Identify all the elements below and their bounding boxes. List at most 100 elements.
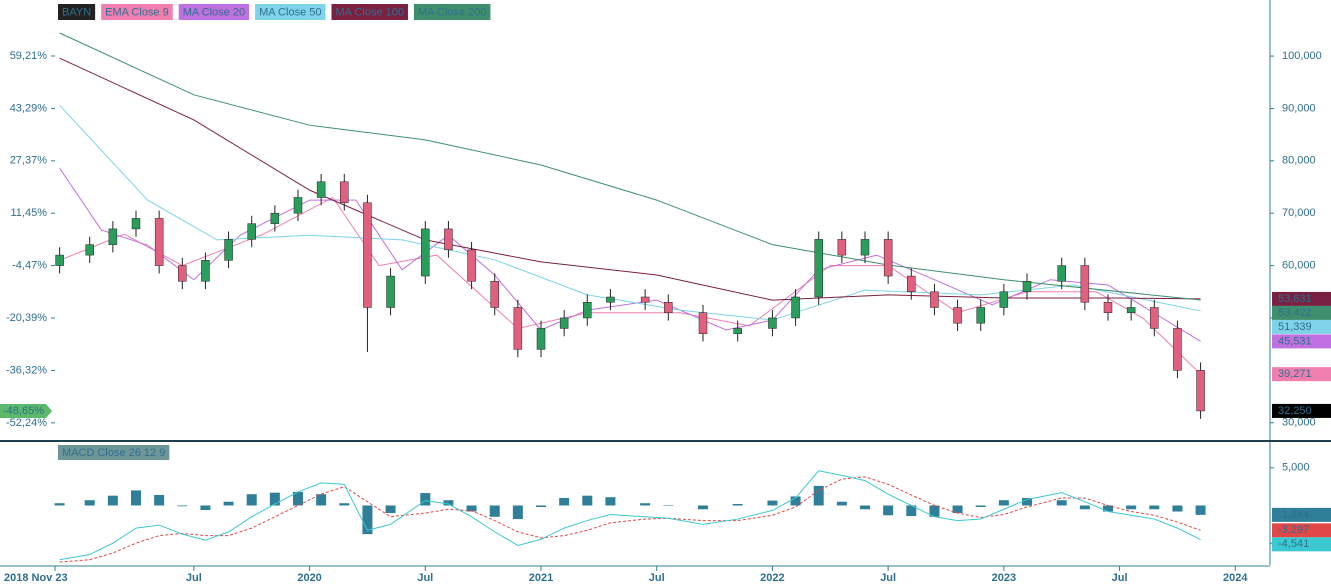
histogram-bar (998, 500, 1009, 506)
histogram-bar (269, 492, 280, 506)
value-badge (1272, 523, 1331, 538)
macd-line (59, 470, 1201, 561)
histogram-bar (512, 505, 523, 520)
indicator-label-box (58, 445, 170, 460)
histogram-bar (860, 505, 870, 510)
candle-body (1103, 301, 1113, 313)
indicator-label: MACD Close 26 12 9 (62, 447, 165, 459)
histogram-bar (177, 505, 188, 507)
x-tick-label: Jul (417, 572, 433, 584)
y2-tick-label: 43,29% (10, 102, 48, 114)
candle-body (606, 296, 615, 303)
candle-body (837, 239, 847, 256)
candle-body (467, 249, 476, 282)
histogram-bar (767, 500, 778, 506)
value-badge-label: -1,244 (1278, 509, 1309, 521)
value-badge-label: -3,297 (1278, 524, 1309, 536)
change-badge (0, 404, 52, 419)
y2-tick-label: 59,21% (10, 50, 48, 62)
candle-body (108, 228, 118, 245)
candle-body (421, 228, 430, 277)
legend-item (331, 4, 408, 20)
value-badge (1272, 319, 1331, 334)
candle-body (1150, 307, 1159, 329)
y2-tick-label: -20,39% (6, 312, 47, 324)
candle-body (664, 301, 673, 313)
histogram-bar (605, 497, 616, 506)
histogram-bar (107, 495, 118, 506)
legend-label: MA Close 50 (259, 6, 321, 18)
candle-body (316, 181, 326, 198)
x-tick-label: 2024 (1223, 572, 1248, 584)
value-badge (1272, 537, 1331, 552)
candle-body (490, 281, 499, 308)
histogram-bar (883, 505, 894, 516)
value-badge (1272, 291, 1331, 306)
legend-label: MA Close 100 (335, 6, 403, 18)
histogram-bar (316, 494, 327, 506)
legend-label: MA Close 200 (418, 6, 486, 18)
x-tick-label: Jul (186, 572, 202, 584)
y-tick-label: 60,000 (1282, 259, 1316, 271)
value-badge-label: 53,422 (1278, 307, 1312, 319)
candle-body (640, 296, 650, 303)
y-tick-label: 5,000 (1282, 462, 1310, 474)
histogram-bar (1126, 505, 1137, 510)
candle-body (791, 296, 800, 319)
legend-item (255, 4, 326, 20)
legend-label: BAYN (62, 6, 91, 18)
legend-item (58, 4, 96, 20)
candle-body (698, 312, 708, 334)
legend-item (178, 4, 250, 20)
moving-average-line (59, 32, 1201, 301)
histogram-bar (154, 494, 165, 506)
candle-body (768, 317, 777, 329)
histogram-bar (385, 505, 396, 514)
candle-body (883, 239, 893, 277)
y-tick-label: 100,000 (1282, 50, 1322, 62)
y2-tick-label: 11,45% (11, 207, 48, 219)
histogram-bar (466, 505, 477, 512)
candle-body (293, 197, 303, 214)
histogram-bar (420, 493, 431, 506)
candle-body (860, 239, 870, 256)
histogram-bar (1022, 497, 1032, 506)
histogram-bar (582, 495, 593, 506)
value-badge (1272, 334, 1331, 349)
candle-body (1080, 265, 1090, 303)
y-tick-label: 30,000 (1282, 417, 1316, 429)
histogram-bar (246, 494, 257, 506)
candle-body (270, 212, 280, 224)
histogram-bar (84, 500, 95, 506)
histogram-bar (790, 496, 801, 506)
value-badge (1272, 367, 1331, 382)
histogram-bar (929, 505, 940, 517)
candle-body (1126, 307, 1136, 313)
value-badge-label: 39,271 (1278, 368, 1312, 380)
value-badge (1272, 305, 1331, 320)
candle-body (178, 265, 187, 282)
candle-body (154, 218, 164, 266)
value-badge-label: 53,631 (1278, 293, 1312, 305)
value-badge (1272, 403, 1331, 418)
x-tick-label: 2022 (760, 572, 784, 584)
moving-average-line (59, 57, 1201, 301)
x-tick-label: Jul (880, 572, 896, 584)
candle-body (733, 328, 742, 334)
change-label: -48,65% (3, 405, 44, 417)
y2-tick-label: -36,32% (6, 364, 47, 376)
histogram-bar (640, 503, 651, 506)
value-badge-label: -4,541 (1278, 538, 1309, 550)
signal-line (59, 476, 1201, 563)
candle-body (85, 244, 94, 256)
candle-body (559, 317, 569, 329)
x-tick-label: 2020 (297, 572, 321, 584)
histogram-bar (975, 505, 986, 507)
candle-body (976, 307, 985, 324)
histogram-bar (1172, 505, 1183, 512)
candle-body (814, 239, 823, 298)
value-badge (1272, 507, 1331, 522)
candle-body (386, 275, 395, 308)
candle-body (1022, 281, 1032, 293)
candle-body (340, 181, 349, 203)
